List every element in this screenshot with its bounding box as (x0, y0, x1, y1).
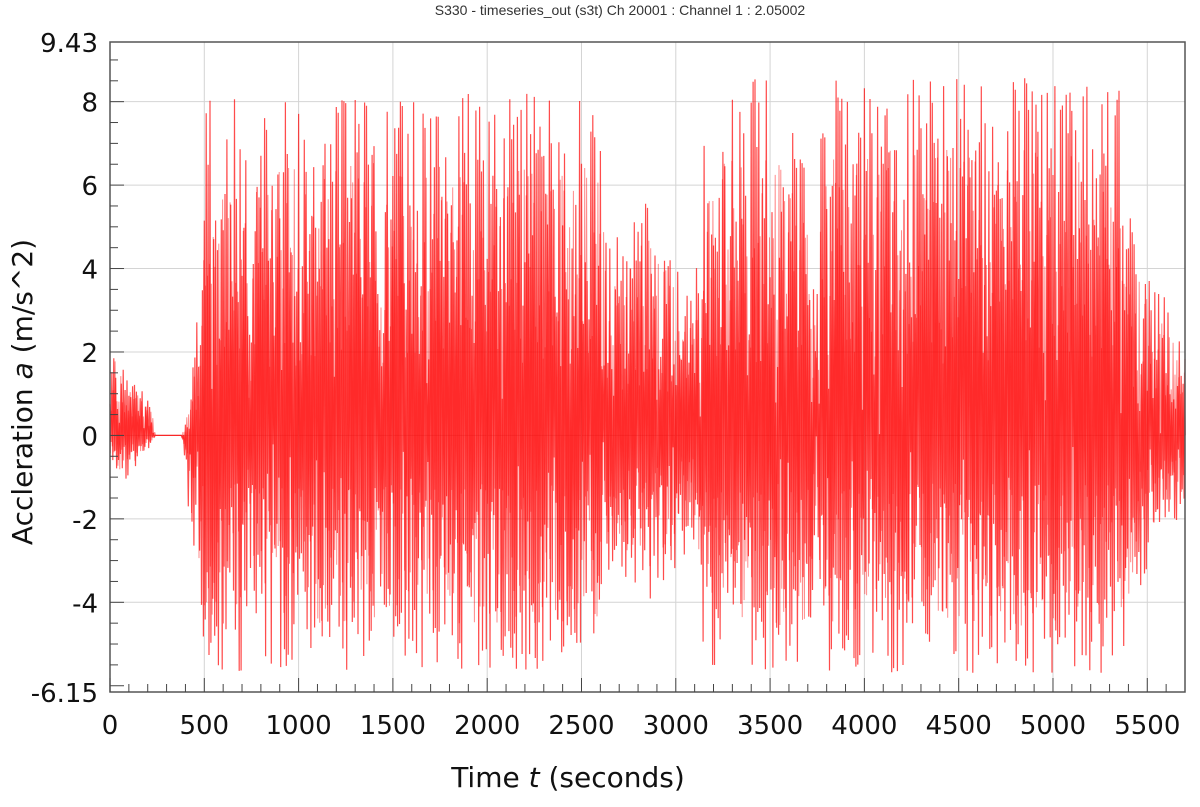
x-tick-label: 3000 (643, 711, 709, 741)
x-tick-label: 5000 (1020, 711, 1086, 741)
x-axis-title-prefix: Time (450, 761, 528, 794)
x-tick-label: 0 (102, 711, 119, 741)
x-tick-label: 500 (179, 711, 229, 741)
x-tick-labels: 0 500 1000 1500 2000 2500 3000 3500 4000 4500 5000… (102, 711, 1181, 741)
series-group (109, 78, 1186, 673)
y-tick-label: 6 (81, 172, 98, 202)
y-tick-label: 2 (81, 339, 98, 369)
x-tick-label: 3500 (737, 711, 803, 741)
y-tick-marks (110, 59, 124, 687)
x-tick-label: 2000 (454, 711, 520, 741)
plot-frame (109, 41, 1186, 693)
x-tick-label: 1500 (360, 711, 426, 741)
y-tick-label: 8 (81, 89, 98, 119)
x-tick-label: 1000 (266, 711, 332, 741)
y-tick-labels: -6.15 -4 -2 0 2 4 6 8 9.43 (31, 29, 98, 709)
y-tick-label: -6.15 (31, 679, 98, 709)
y-tick-label: -4 (72, 589, 98, 619)
x-tick-marks (109, 678, 1167, 692)
y-axis-title-suffix: (m/s^2) (6, 239, 39, 362)
y-axis-title-var: a (6, 362, 39, 379)
x-tick-label: 5500 (1114, 711, 1180, 741)
chart-title: S330 - timeseries_out (s3t) Ch 20001 : C… (435, 2, 806, 18)
x-axis-title: Time t (seconds) (450, 761, 685, 794)
x-tick-label: 4500 (926, 711, 992, 741)
y-tick-label: -2 (72, 506, 98, 536)
y-axis-title-prefix: Accleration (6, 379, 39, 545)
x-tick-label: 2500 (548, 711, 614, 741)
x-axis-title-suffix: (seconds) (540, 761, 685, 794)
y-tick-label: 9.43 (40, 29, 98, 59)
x-tick-label: 4000 (831, 711, 897, 741)
series-line (109, 78, 1186, 673)
y-tick-label: 4 (81, 256, 98, 286)
y-tick-label: 0 (81, 422, 98, 452)
y-axis-title: Accleration a (m/s^2) (6, 239, 39, 545)
x-axis-title-var: t (529, 761, 541, 794)
